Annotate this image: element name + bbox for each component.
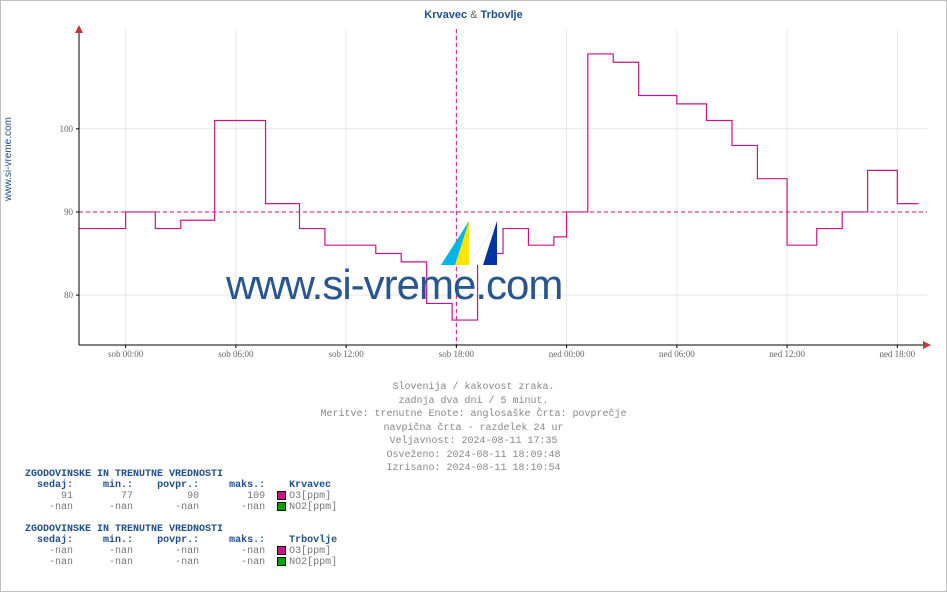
color-swatch: [277, 546, 286, 555]
caption-block: Slovenija / kakovost zraka. zadnja dva d…: [1, 381, 946, 476]
color-swatch: [277, 557, 286, 566]
svg-text:100: 100: [60, 124, 74, 134]
svg-text:90: 90: [64, 207, 74, 217]
table-header-row: sedaj: min.: povpr.: maks.: Trbovlje: [25, 535, 337, 546]
svg-text:80: 80: [64, 290, 74, 300]
title-amp: &: [470, 9, 477, 21]
watermark-text: www.si-vreme.com: [226, 261, 562, 309]
table-spacer: [25, 513, 337, 524]
table-heading: ZGODOVINSKE IN TRENUTNE VREDNOSTI: [25, 524, 337, 535]
svg-text:sob 12:00: sob 12:00: [328, 349, 364, 359]
color-swatch: [277, 491, 286, 500]
table-row: -nan -nan -nan -nan NO2[ppm]: [25, 502, 337, 513]
table-heading: ZGODOVINSKE IN TRENUTNE VREDNOSTI: [25, 469, 337, 480]
caption-line: Veljavnost: 2024-08-11 17:35: [1, 435, 946, 449]
svg-text:sob 18:00: sob 18:00: [439, 349, 475, 359]
svg-text:ned 00:00: ned 00:00: [549, 349, 585, 359]
caption-line: Osveženo: 2024-08-11 18:09:48: [1, 449, 946, 463]
watermark-logo: [441, 221, 497, 265]
svg-text:ned 12:00: ned 12:00: [769, 349, 805, 359]
svg-text:ned 06:00: ned 06:00: [659, 349, 695, 359]
table-row: -nan -nan -nan -nan O3[ppm]: [25, 546, 337, 557]
color-swatch: [277, 502, 286, 511]
chart-title: Krvavec & Trbovlje: [5, 9, 942, 21]
svg-text:ned 18:00: ned 18:00: [879, 349, 915, 359]
table-row: -nan -nan -nan -nan NO2[ppm]: [25, 557, 337, 568]
data-tables: ZGODOVINSKE IN TRENUTNE VREDNOSTI sedaj:…: [25, 469, 337, 569]
caption-line: navpična črta - razdelek 24 ur: [1, 422, 946, 436]
caption-line: zadnja dva dni / 5 minut.: [1, 395, 946, 409]
svg-text:sob 06:00: sob 06:00: [218, 349, 254, 359]
chart-svg: 80 90 100 sob 00:00 sob 06:00 sob 12:00 sob 18…: [49, 23, 933, 363]
title-loc2: Trbovlje: [481, 9, 523, 21]
table-row: 91 77 90 109 O3[ppm]: [25, 491, 337, 502]
chart-area: 80 90 100 sob 00:00 sob 06:00 sob 12:00 sob 18…: [49, 23, 933, 363]
svg-text:sob 00:00: sob 00:00: [108, 349, 144, 359]
yaxis-label: www.si-vreme.com: [3, 117, 14, 201]
title-loc1: Krvavec: [424, 9, 467, 21]
table-header-row: sedaj: min.: povpr.: maks.: Krvavec: [25, 480, 337, 491]
caption-line: Meritve: trenutne Enote: anglosaške Črta…: [1, 408, 946, 422]
caption-line: Slovenija / kakovost zraka.: [1, 381, 946, 395]
